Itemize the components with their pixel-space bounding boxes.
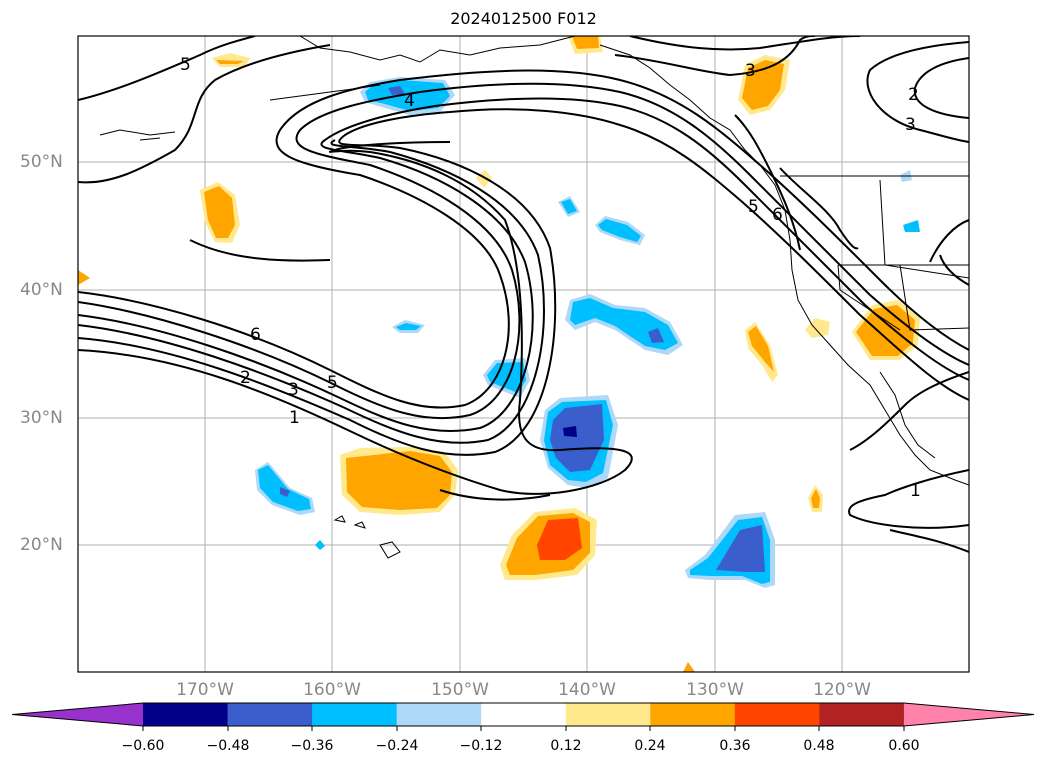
anomaly-patch <box>487 362 526 393</box>
map-frame <box>77 35 970 673</box>
colorbar-extend-min <box>12 703 143 726</box>
colorbar-segment <box>481 703 567 726</box>
colorbar-tick-label: −0.60 <box>121 738 165 754</box>
positive-anomaly-regions <box>78 36 920 672</box>
anomaly-patch <box>903 220 920 232</box>
colorbar-segment <box>227 703 313 726</box>
colorbar-tick-label: −0.12 <box>459 738 503 754</box>
anomaly-patch <box>537 518 582 560</box>
colorbar-ticks <box>142 726 905 731</box>
contour-label: 5 <box>748 197 759 217</box>
anomaly-patch <box>572 36 599 49</box>
anomaly-patch <box>563 426 577 437</box>
coastlines <box>99 36 969 559</box>
colorbar-tick-label: 0.60 <box>888 738 920 754</box>
colorbar-tick-label: 0.48 <box>803 738 835 754</box>
lon-label-140w: 140°W <box>558 680 616 700</box>
contour-label: 3 <box>905 115 916 135</box>
anomaly-patch <box>216 60 244 64</box>
contour-label: 3 <box>288 380 299 400</box>
colorbar-segment <box>143 703 229 726</box>
contour-label: 1 <box>910 481 921 501</box>
contour-label: 1 <box>289 408 300 428</box>
contour-label: 5 <box>180 55 191 75</box>
anomaly-patch <box>204 186 235 238</box>
lon-label-130w: 130°W <box>686 680 744 700</box>
contour-labels: 5 4 3 2 3 5 6 6 2 3 5 1 1 <box>180 55 921 501</box>
contour-label: 6 <box>772 205 783 225</box>
lat-label-20n: 20°N <box>20 535 63 555</box>
anomaly-patch <box>315 540 325 550</box>
colorbar-tick-label: 0.24 <box>634 738 666 754</box>
anomaly-patch <box>550 404 604 472</box>
anomaly-patch <box>561 199 577 214</box>
colorbar-tick-label: −0.24 <box>375 738 419 754</box>
colorbar-tick-label: 0.36 <box>719 738 751 754</box>
anomaly-patch <box>598 219 641 242</box>
anomaly-patch <box>811 489 820 508</box>
lon-label-150w: 150°W <box>431 680 489 700</box>
colorbar-segment <box>734 703 820 726</box>
colorbar-segment <box>565 703 651 726</box>
lat-label-40n: 40°N <box>20 280 63 300</box>
colorbar-extend-max <box>903 703 1034 726</box>
contour-label: 6 <box>250 325 261 345</box>
map-title: 2024012500 F012 <box>450 9 597 28</box>
anomaly-patch <box>805 318 830 338</box>
anomaly-patch <box>748 326 774 372</box>
colorbar <box>11 702 1035 727</box>
colorbar-segment <box>312 703 398 726</box>
contour-label: 4 <box>404 91 415 111</box>
lon-label-120w: 120°W <box>813 680 871 700</box>
colorbar-segment <box>396 703 482 726</box>
lat-label-50n: 50°N <box>20 152 63 172</box>
colorbar-segment <box>819 703 905 726</box>
lon-label-160w: 160°W <box>303 680 361 700</box>
contour-lines <box>78 36 969 553</box>
contour-label: 3 <box>745 61 756 81</box>
anomaly-patch <box>476 170 492 188</box>
anomaly-patch <box>346 451 452 510</box>
colorbar-segment <box>650 703 736 726</box>
anomaly-patch <box>365 80 450 111</box>
anomaly-patch <box>683 662 695 672</box>
anomaly-patch <box>78 270 90 285</box>
contour-label: 2 <box>908 85 919 105</box>
contour-label: 2 <box>240 368 251 388</box>
anomaly-patch <box>388 86 405 95</box>
anomaly-patch <box>280 487 290 497</box>
anomaly-patch <box>856 305 915 356</box>
colorbar-tick-label: 0.12 <box>550 738 582 754</box>
anomaly-patch <box>648 328 664 343</box>
lon-label-170w: 170°W <box>176 680 234 700</box>
colorbar-tick-label: −0.36 <box>290 738 334 754</box>
lat-label-30n: 30°N <box>20 408 63 428</box>
colorbar-tick-label: −0.48 <box>206 738 250 754</box>
negative-anomaly-regions <box>255 77 920 588</box>
anomaly-patch <box>258 465 311 511</box>
contour-label: 5 <box>327 373 338 393</box>
anomaly-patch <box>716 525 765 572</box>
anomaly-patch <box>396 323 421 330</box>
anomaly-patch <box>212 53 250 67</box>
